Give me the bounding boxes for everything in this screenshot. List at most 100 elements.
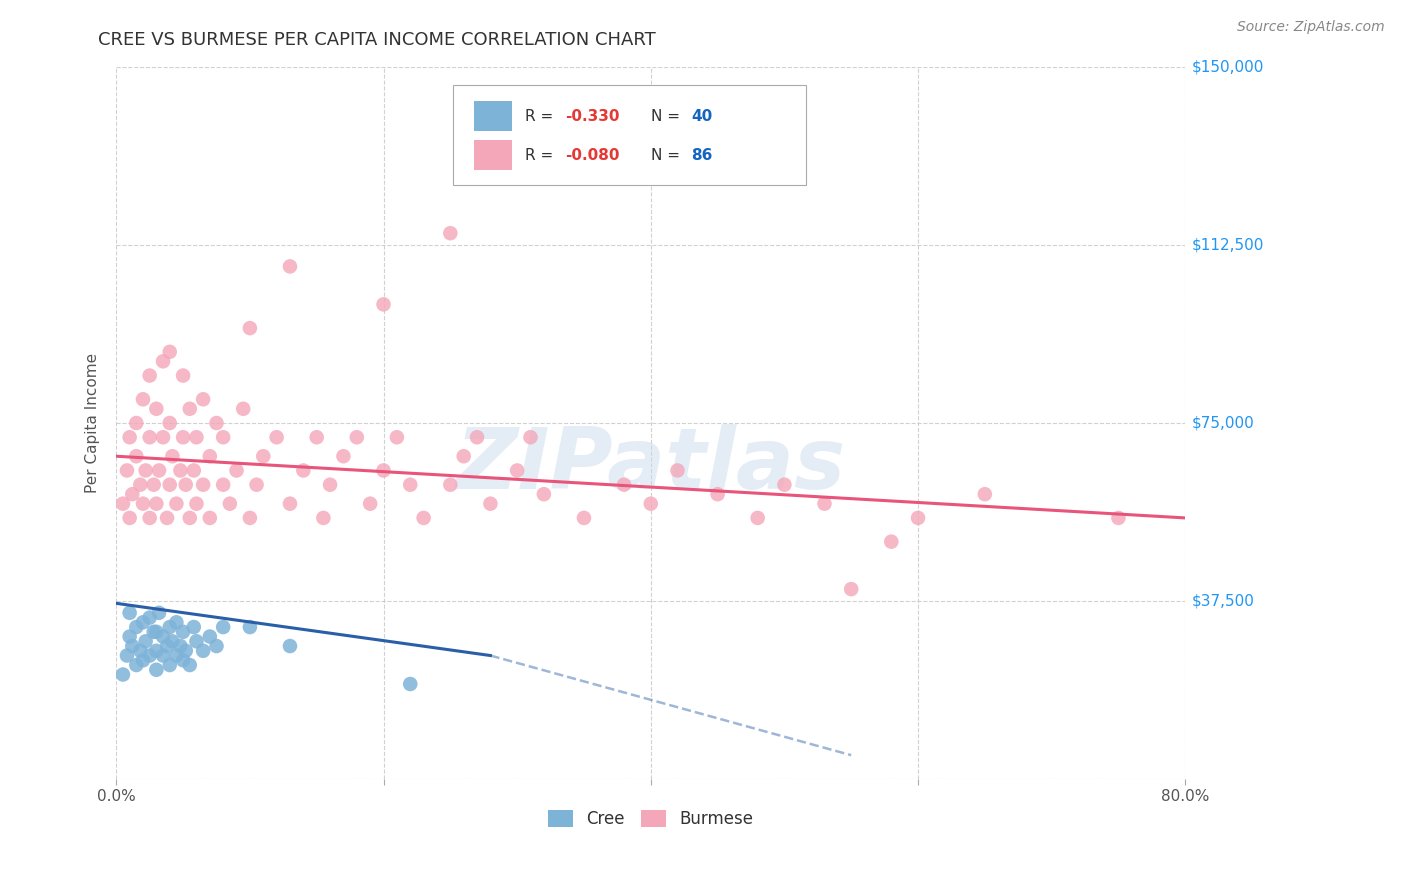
Point [138, 368, 160, 383]
Point [132, 615, 155, 630]
Point [225, 463, 247, 477]
Point [312, 511, 335, 525]
Point [142, 624, 165, 639]
Point [135, 463, 157, 477]
Point [332, 449, 354, 463]
Point [125, 620, 148, 634]
Point [319, 477, 342, 491]
Point [138, 511, 160, 525]
Point [907, 511, 929, 525]
Point [174, 644, 197, 658]
Point [162, 634, 184, 648]
Bar [474, 102, 512, 131]
Point [129, 477, 152, 491]
Point [118, 511, 141, 525]
Point [373, 463, 395, 477]
Text: $37,500: $37,500 [1192, 593, 1254, 608]
Point [973, 487, 995, 501]
Point [145, 497, 167, 511]
Point [172, 653, 194, 667]
Point [519, 430, 541, 444]
Point [111, 667, 134, 681]
Point [115, 463, 138, 477]
Point [245, 477, 267, 491]
Point [212, 430, 235, 444]
Point [121, 487, 143, 501]
Point [813, 497, 835, 511]
Point [145, 401, 167, 416]
Point [125, 449, 148, 463]
Point [533, 487, 555, 501]
Point [239, 620, 262, 634]
Point [218, 497, 240, 511]
Point [118, 430, 141, 444]
Text: N =: N = [651, 147, 685, 162]
Point [239, 511, 262, 525]
Point [266, 430, 288, 444]
Point [773, 477, 796, 491]
Point [613, 477, 636, 491]
Point [640, 497, 662, 511]
Text: R =: R = [524, 109, 558, 124]
Point [135, 634, 157, 648]
Point [191, 392, 214, 407]
Text: $112,500: $112,500 [1192, 237, 1264, 252]
Point [198, 449, 221, 463]
Point [115, 648, 138, 663]
Point [125, 416, 148, 430]
Point [179, 401, 201, 416]
Point [138, 430, 160, 444]
Point [572, 511, 595, 525]
Point [198, 511, 221, 525]
Point [278, 260, 301, 274]
Point [162, 449, 184, 463]
Point [179, 511, 201, 525]
Point [129, 644, 152, 658]
Point [152, 648, 174, 663]
Point [205, 416, 228, 430]
Point [666, 463, 689, 477]
Point [118, 606, 141, 620]
Point [169, 639, 191, 653]
Text: 40: 40 [692, 109, 713, 124]
Point [1107, 511, 1129, 525]
Point [159, 658, 181, 673]
Point [205, 639, 228, 653]
Point [172, 368, 194, 383]
Point [152, 630, 174, 644]
Point [118, 630, 141, 644]
Point [212, 477, 235, 491]
Point [359, 497, 381, 511]
Point [159, 620, 181, 634]
Point [186, 430, 208, 444]
Point [156, 511, 179, 525]
Point [346, 430, 368, 444]
Point [212, 620, 235, 634]
Point [839, 582, 862, 596]
Point [232, 401, 254, 416]
Y-axis label: Per Capita Income: Per Capita Income [86, 353, 100, 493]
Text: ZIPatlas: ZIPatlas [456, 425, 846, 508]
Point [142, 477, 165, 491]
Legend: Cree, Burmese: Cree, Burmese [541, 803, 761, 835]
Point [198, 630, 221, 644]
Point [479, 497, 502, 511]
Point [183, 620, 205, 634]
Text: $75,000: $75,000 [1192, 416, 1254, 431]
Point [278, 497, 301, 511]
Point [183, 463, 205, 477]
Point [506, 463, 529, 477]
Point [159, 477, 181, 491]
Point [373, 297, 395, 311]
Text: R =: R = [524, 147, 558, 162]
Point [191, 477, 214, 491]
Point [399, 477, 422, 491]
Point [145, 663, 167, 677]
Point [138, 610, 160, 624]
Text: -0.080: -0.080 [565, 147, 620, 162]
Point [292, 463, 315, 477]
Point [152, 430, 174, 444]
Text: CREE VS BURMESE PER CAPITA INCOME CORRELATION CHART: CREE VS BURMESE PER CAPITA INCOME CORREL… [98, 31, 657, 49]
Point [145, 624, 167, 639]
Point [747, 511, 769, 525]
